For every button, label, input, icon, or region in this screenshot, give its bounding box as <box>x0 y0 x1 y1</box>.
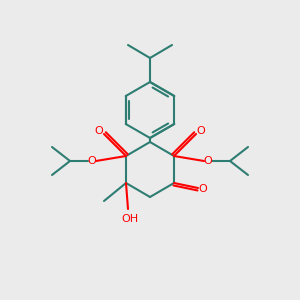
Text: O: O <box>196 126 206 136</box>
Text: O: O <box>199 184 207 194</box>
Text: OH: OH <box>122 214 139 224</box>
Text: O: O <box>204 156 212 166</box>
Text: O: O <box>88 156 96 166</box>
Text: O: O <box>94 126 103 136</box>
